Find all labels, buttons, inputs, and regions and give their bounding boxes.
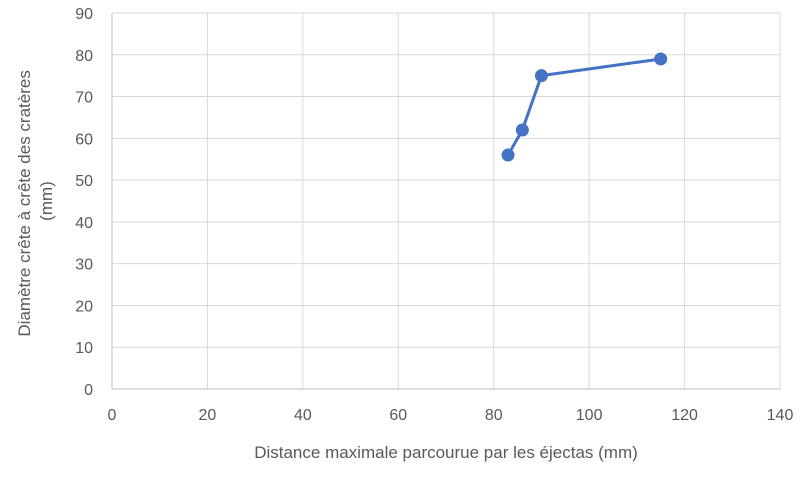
y-tick-label: 30 xyxy=(75,257,93,274)
data-series xyxy=(501,52,668,162)
y-axis-title-line-2: (mm) xyxy=(37,181,56,221)
y-tick-label: 10 xyxy=(75,340,93,357)
data-point xyxy=(534,69,548,83)
x-axis-title: Distance maximale parcourue par les éjec… xyxy=(254,443,638,462)
y-tick-label: 0 xyxy=(84,382,93,399)
data-point xyxy=(654,52,668,66)
x-tick-label: 60 xyxy=(389,407,407,424)
x-tick-label: 140 xyxy=(767,407,794,424)
x-tick-label: 120 xyxy=(671,407,698,424)
tick-labels: 0 10 20 30 40 50 60 70 80 90 0 20 40 60 80 100 120 140 xyxy=(75,6,793,424)
x-tick-label: 0 xyxy=(108,407,117,424)
y-tick-label: 80 xyxy=(75,48,93,65)
y-axis-title: Diamètre crête à crête des cratères (mm) xyxy=(15,65,56,336)
y-tick-label: 90 xyxy=(75,6,93,23)
x-tick-label: 40 xyxy=(294,407,312,424)
data-point xyxy=(515,123,529,137)
x-tick-label: 20 xyxy=(199,407,217,424)
series-line xyxy=(506,57,663,157)
data-point xyxy=(501,148,515,162)
x-tick-label: 80 xyxy=(485,407,503,424)
y-tick-label: 20 xyxy=(75,298,93,315)
y-tick-label: 70 xyxy=(75,90,93,107)
axes xyxy=(111,13,780,390)
x-tick-label: 100 xyxy=(576,407,603,424)
y-tick-label: 60 xyxy=(75,131,93,148)
gridlines xyxy=(112,12,781,389)
y-tick-label: 40 xyxy=(75,215,93,232)
y-tick-label: 50 xyxy=(75,173,93,190)
y-axis-title-line-1: Diamètre crête à crête des cratères xyxy=(15,70,34,336)
